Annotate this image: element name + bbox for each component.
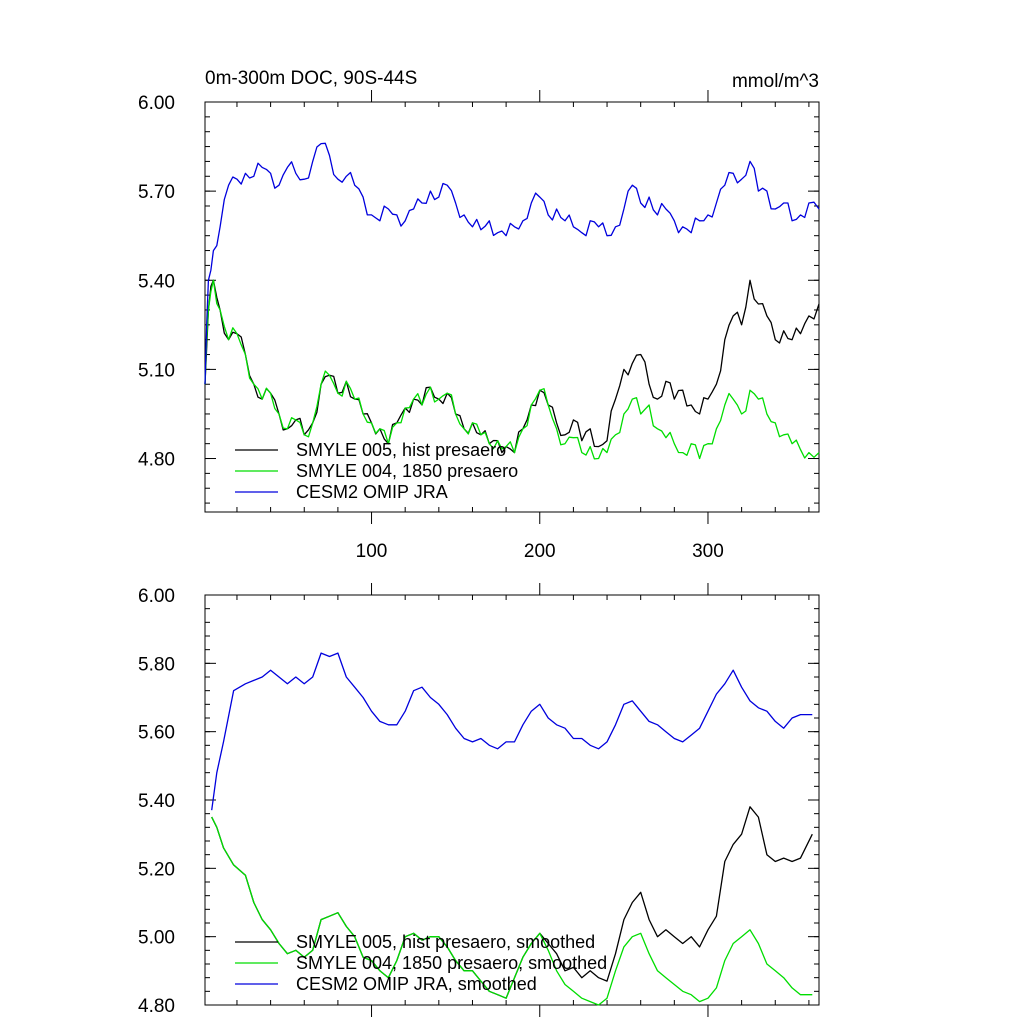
legend-label-2: SMYLE 004, 1850 presaero — [296, 461, 518, 481]
y-tick-label: 6.00 — [138, 93, 175, 114]
y-tick-label: 5.10 — [138, 360, 175, 381]
legend-label-1: SMYLE 005, hist presaero, smoothed — [296, 932, 595, 952]
y-tick-label: 5.60 — [138, 723, 175, 744]
series-line-3 — [211, 652, 813, 811]
legend-label-1: SMYLE 005, hist presaero — [296, 440, 506, 460]
top-chart-title: 0m-300m DOC, 90S-44S — [205, 68, 417, 89]
y-tick-label: 5.40 — [138, 791, 175, 812]
top-ticks: 4.80 5.10 5.40 5.70 6.00 100 200 300 — [138, 90, 819, 562]
series-line-1 — [204, 279, 820, 454]
y-tick-label: 5.80 — [138, 654, 175, 675]
x-tick-label: 100 — [356, 541, 388, 562]
bottom-series-lines — [211, 652, 813, 1006]
y-tick-label: 4.80 — [138, 450, 175, 471]
y-tick-label: 5.20 — [138, 859, 175, 880]
bottom-ticks: 4.80 5.00 5.20 5.40 5.60 5.80 6.00 — [138, 583, 819, 1017]
legend-label-3: CESM2 OMIP JRA, smoothed — [296, 974, 537, 994]
x-tick-label: 300 — [692, 541, 724, 562]
legend-label-3: CESM2 OMIP JRA — [296, 482, 448, 502]
y-tick-label: 5.00 — [138, 928, 175, 949]
top-panel: 0m-300m DOC, 90S-44S mmol/m^3 4.80 5.10 5.… — [138, 68, 820, 562]
y-tick-label: 5.70 — [138, 182, 175, 203]
y-tick-label: 5.40 — [138, 271, 175, 292]
series-line-2 — [204, 279, 820, 460]
series-line-3 — [204, 142, 820, 385]
y-tick-label: 6.00 — [138, 586, 175, 607]
series-line-2 — [211, 816, 813, 1006]
top-series-lines — [204, 142, 820, 460]
bottom-panel: 4.80 5.00 5.20 5.40 5.60 5.80 6.00 SMYLE 005, … — [138, 583, 820, 1017]
y-tick-label: 4.80 — [138, 996, 175, 1017]
top-chart-units: mmol/m^3 — [732, 71, 819, 92]
top-plot-frame — [204, 101, 820, 513]
bottom-legend: SMYLE 005, hist presaero, smoothedSMYLE … — [235, 932, 607, 994]
legend-label-2: SMYLE 004, 1850 presaero, smoothed — [296, 953, 607, 973]
x-tick-label: 200 — [524, 541, 556, 562]
